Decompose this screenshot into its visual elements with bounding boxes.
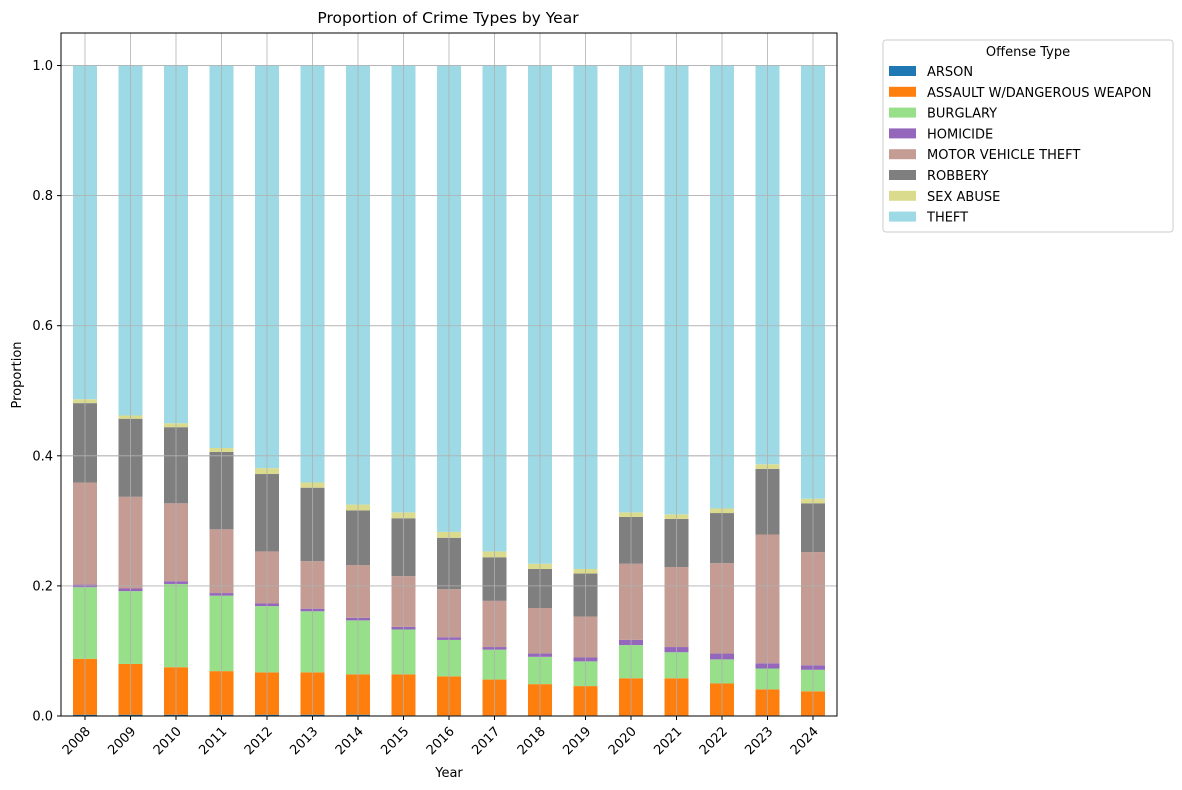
y-axis-title: Proportion (10, 341, 25, 408)
y-tick-label: 0.2 (32, 579, 53, 594)
legend-box (882, 39, 1174, 233)
y-tick-label: 1.0 (32, 59, 53, 74)
bars (73, 33, 825, 716)
legend-title: Offense Type (986, 45, 1070, 60)
y-tick-label: 0.8 (32, 189, 53, 204)
legend: Offense Type ARSON ASSAULT W/DANGEROUS WEA… (882, 39, 1174, 233)
legend-swatch (889, 128, 916, 139)
legend-swatch (889, 170, 916, 180)
legend-label: ASSAULT W/DANGEROUS WEAPON (927, 86, 1151, 101)
y-tick-label: 0.4 (32, 449, 53, 464)
x-axis-title: Year (434, 766, 463, 781)
legend-label: MOTOR VEHICLE THEFT (927, 148, 1080, 163)
legend-label: SEX ABUSE (927, 190, 1000, 205)
y-tick-label: 0.6 (32, 319, 53, 334)
legend-label: BURGLARY (927, 107, 997, 122)
y-axis: 0.0 0.2 0.4 0.6 0.8 1.0 (32, 59, 61, 725)
legend-label: HOMICIDE (927, 127, 993, 142)
y-tick-label: 0.0 (32, 710, 53, 725)
legend-label: THEFT (926, 211, 968, 226)
legend-swatch (889, 107, 916, 118)
legend-swatch (889, 149, 916, 160)
legend-label: ARSON (927, 65, 973, 80)
chart-title: Proportion of Crime Types by Year (317, 9, 579, 27)
legend-swatch (889, 86, 916, 97)
legend-label: ROBBERY (927, 169, 989, 184)
legend-swatch (889, 66, 916, 76)
legend-swatch (889, 211, 916, 222)
legend-swatch (889, 190, 916, 201)
